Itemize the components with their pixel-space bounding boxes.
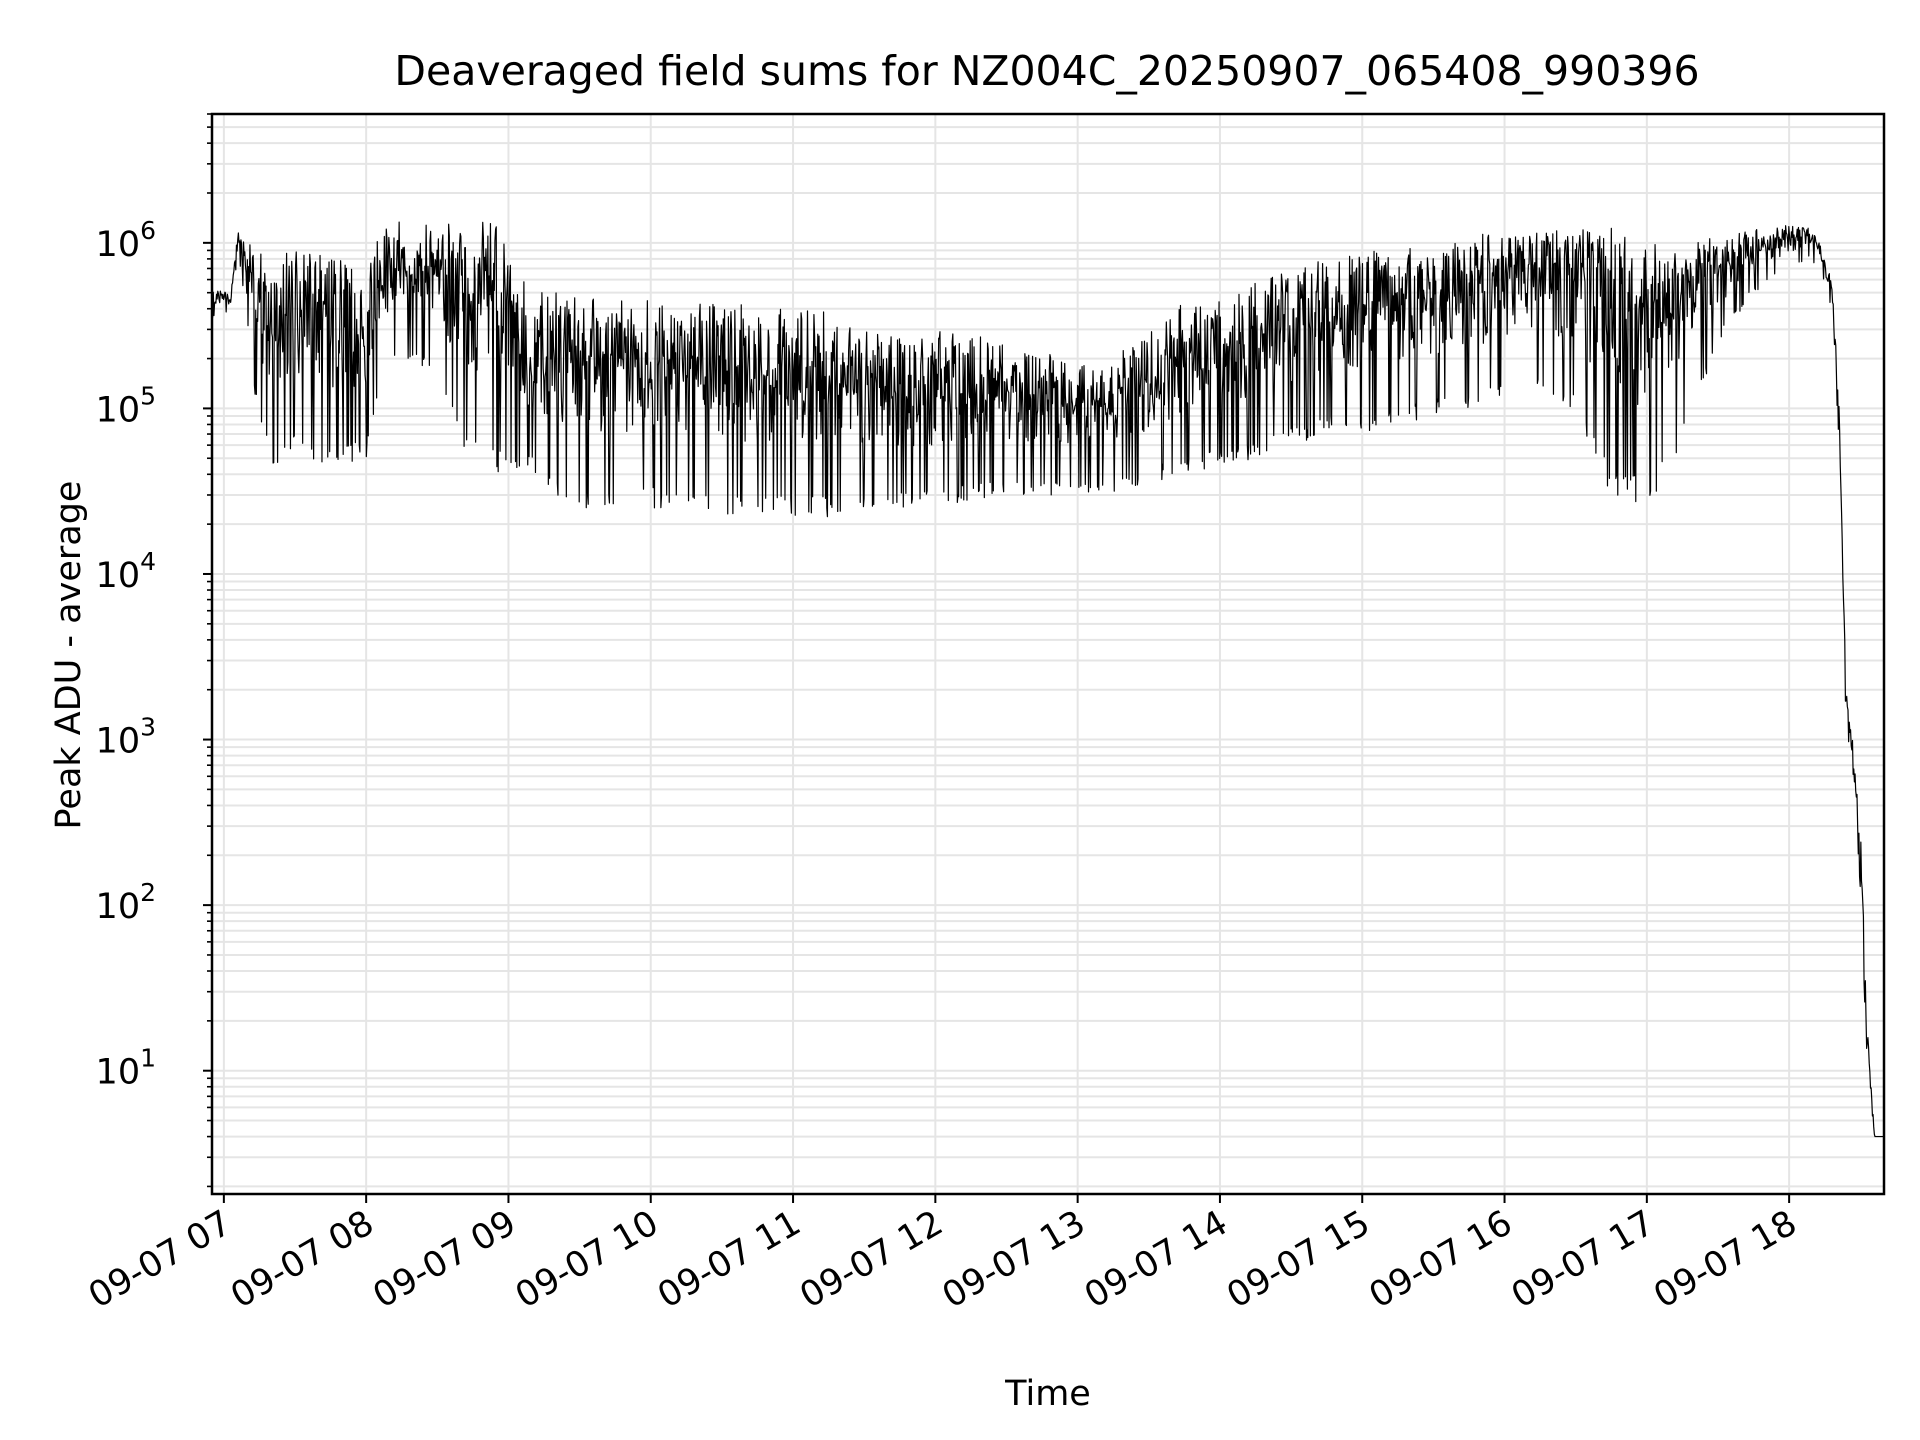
y-tick-label: 102 xyxy=(96,878,156,927)
x-tick-label: 09-07 17 xyxy=(1505,1203,1661,1316)
x-tick-label: 09-07 07 xyxy=(82,1203,238,1316)
x-axis-label: Time xyxy=(1004,1374,1091,1414)
x-tick-label: 09-07 13 xyxy=(936,1203,1092,1316)
y-tick-label: 106 xyxy=(96,216,156,265)
y-axis-label: Peak ADU - average xyxy=(49,481,89,830)
x-tick-label: 09-07 12 xyxy=(794,1203,950,1316)
x-tick-label: 09-07 18 xyxy=(1647,1203,1803,1316)
chart-title: Deaveraged field sums for NZ004C_2025090… xyxy=(394,47,1699,95)
y-tick-label: 103 xyxy=(96,713,156,762)
data-series xyxy=(211,221,1884,1138)
x-tick-label: 09-07 10 xyxy=(509,1203,665,1316)
y-tick-label: 101 xyxy=(96,1044,156,1093)
x-tick-label: 09-07 11 xyxy=(651,1203,807,1316)
x-tick-label: 09-07 14 xyxy=(1078,1203,1234,1316)
plot-frame xyxy=(210,112,1886,1196)
x-tick-label: 09-07 15 xyxy=(1220,1203,1376,1316)
grid-lines xyxy=(212,113,1884,1194)
series-line xyxy=(211,221,1884,1138)
x-tick-label: 09-07 09 xyxy=(367,1203,523,1316)
y-tick-label: 105 xyxy=(96,381,156,430)
x-tick-label: 09-07 08 xyxy=(224,1203,380,1316)
y-tick-label: 104 xyxy=(96,547,156,596)
x-tick-label: 09-07 16 xyxy=(1363,1203,1519,1316)
